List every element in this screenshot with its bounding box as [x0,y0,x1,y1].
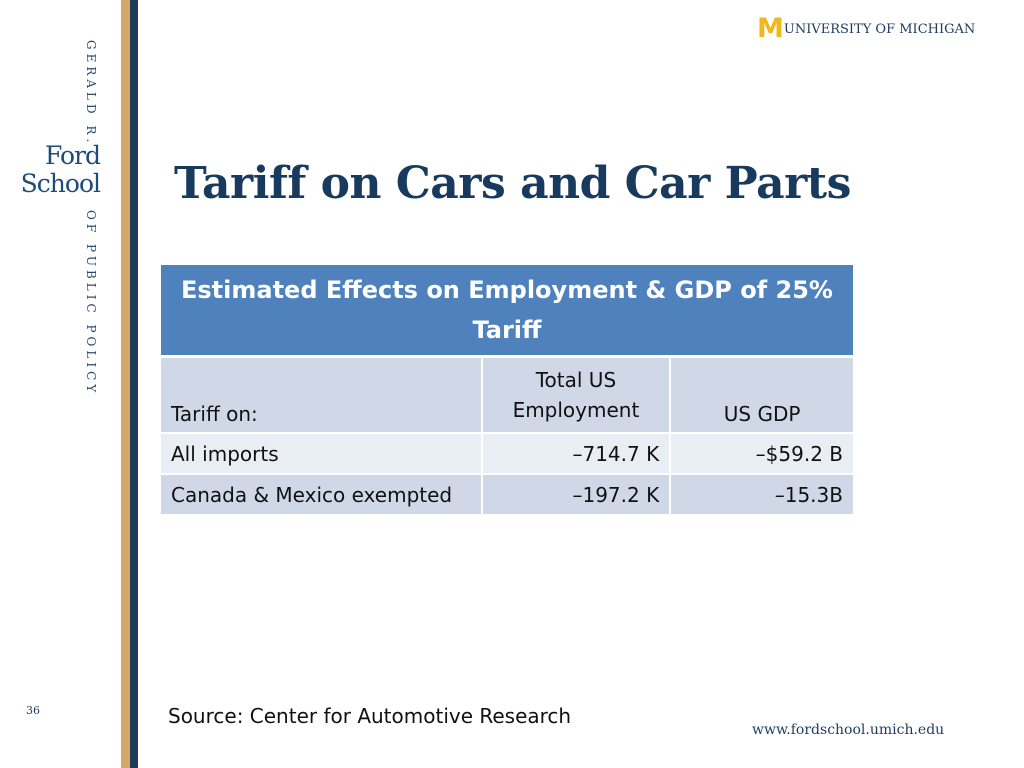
page-number: 36 [26,704,40,717]
school-name-vertical-bottom: OF PUBLIC POLICY [84,210,98,397]
row-gdp: –$59.2 B [670,433,853,475]
row-employment: –197.2 K [481,474,672,516]
column-header-employment-line2: Employment [512,398,640,422]
column-header-label: Tariff on: [161,356,483,434]
column-header-employment: Total US Employment [481,356,672,434]
school-name-vertical-top: GERALD R. [84,40,98,147]
ford-school-logo-line2: School [20,169,101,198]
row-label: Canada & Mexico exempted [161,474,483,516]
ford-school-logo-line1: Ford [45,141,101,170]
block-m-icon: M [757,13,784,44]
ford-school-logo: Ford School [10,141,101,198]
university-name: UNIVERSITY OF MICHIGAN [783,21,976,37]
source-citation: Source: Center for Automotive Research [168,704,572,728]
slide-title: Tariff on Cars and Car Parts [174,158,851,209]
column-header-gdp: US GDP [670,356,853,434]
table-title: Estimated Effects on Employment & GDP of… [161,265,853,358]
table-row: All imports –714.7 K –$59.2 B [161,433,853,475]
table-header-row: Tariff on: Total US Employment US GDP [161,356,853,434]
column-header-employment-line1: Total US [535,368,617,392]
effects-table: Estimated Effects on Employment & GDP of… [161,265,853,516]
navy-divider [130,0,138,768]
table-row: Canada & Mexico exempted –197.2 K –15.3B [161,474,853,516]
school-sidebar: GERALD R. Ford School OF PUBLIC POLICY 3… [0,0,121,768]
website-url: www.fordschool.umich.edu [752,722,945,738]
university-logo: M UNIVERSITY OF MICHIGAN [757,13,976,44]
gold-divider [121,0,130,768]
row-label: All imports [161,433,483,475]
row-employment: –714.7 K [481,433,672,475]
row-gdp: –15.3B [670,474,853,516]
